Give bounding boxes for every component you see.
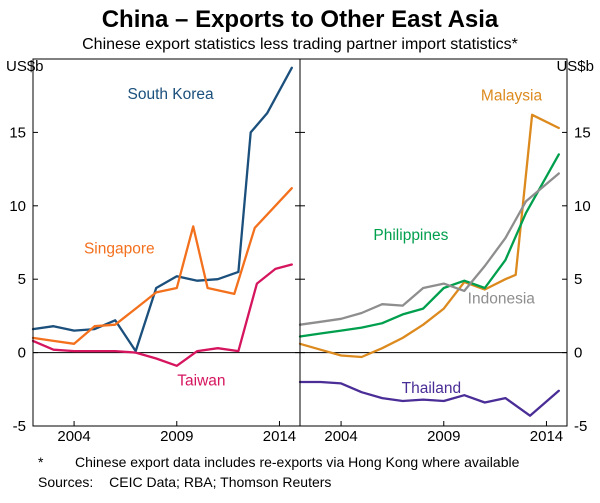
- series-line-philippines: [298, 153, 560, 338]
- x-tick-label: 2009: [160, 428, 193, 445]
- y-tick-label-right: 0: [574, 345, 582, 362]
- series-line-indonesia: [298, 172, 560, 326]
- chart-subtitle: Chinese export statistics less trading p…: [82, 36, 518, 53]
- x-tick-label: 2014: [530, 428, 563, 445]
- x-tick-label: 2004: [57, 428, 90, 445]
- dual-panel-line-chart: 2004 2009 2014 South Korea Singapore Taiwan 20…: [6, 58, 594, 445]
- y-axis-unit-left: US$b: [6, 58, 44, 75]
- x-tick-label: 2004: [324, 428, 357, 445]
- series-line-malaysia: [298, 113, 560, 359]
- series-line-thailand: [298, 380, 560, 417]
- y-tick-label-right: 15: [574, 124, 591, 141]
- series-label-indonesia: Indonesia: [468, 290, 536, 307]
- y-tick-label-right: 10: [574, 198, 591, 215]
- y-tick-label-left: 15: [9, 124, 26, 141]
- series-line-south-korea: [31, 66, 293, 353]
- y-tick-label-left: -5: [13, 418, 26, 435]
- chart-page: China – Exports to Other East Asia Chine…: [0, 6, 600, 492]
- sources-text: CEIC Data; RBA; Thomson Reuters: [109, 474, 332, 490]
- sources-line: Sources: CEIC Data; RBA; Thomson Reuters: [0, 472, 600, 492]
- series-label-singapore: Singapore: [84, 240, 155, 257]
- y-tick-label-right: -5: [574, 418, 587, 435]
- series-label-malaysia: Malaysia: [481, 88, 543, 105]
- y-tick-label-left: 10: [9, 198, 26, 215]
- series-line-taiwan: [31, 263, 293, 367]
- footnote-line: * Chinese export data includes re-export…: [0, 452, 600, 472]
- series-line-singapore: [31, 187, 293, 345]
- series-label-south-korea: South Korea: [128, 86, 215, 103]
- y-tick-label-left: 5: [18, 271, 26, 288]
- x-tick-label: 2009: [427, 428, 460, 445]
- y-tick-label-left: 0: [18, 345, 26, 362]
- footnote-marker: *: [38, 454, 44, 470]
- series-label-thailand: Thailand: [402, 380, 461, 397]
- series-label-taiwan: Taiwan: [177, 373, 225, 390]
- sources-label: Sources:: [38, 474, 94, 490]
- x-tick-label: 2014: [263, 428, 296, 445]
- chart-title: China – Exports to Other East Asia: [101, 6, 499, 33]
- footnote-text: Chinese export data includes re-exports …: [75, 454, 520, 470]
- y-tick-label-right: 5: [574, 271, 582, 288]
- y-axis-unit-right: US$b: [556, 58, 594, 75]
- series-label-philippines: Philippines: [373, 227, 448, 244]
